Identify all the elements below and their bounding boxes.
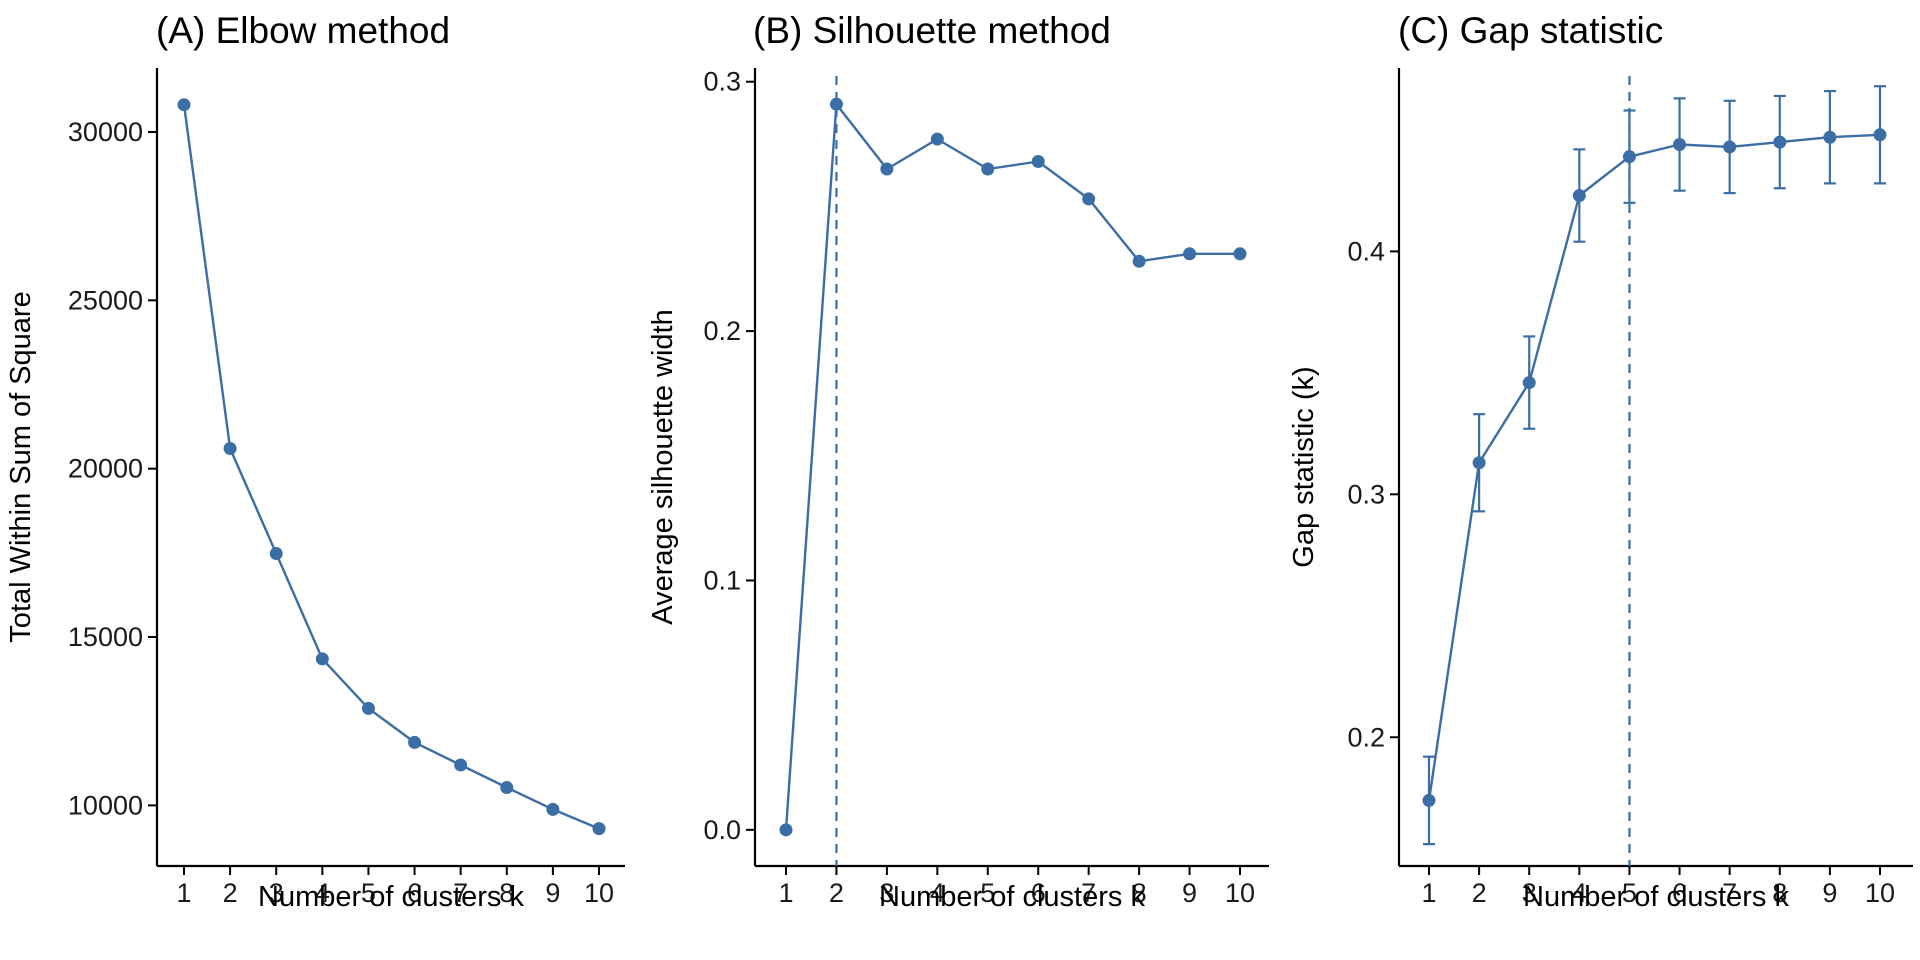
silhouette-data-point <box>1082 192 1096 206</box>
gap-x-tick-label: 9 <box>1822 878 1837 908</box>
gap-title: (C) Gap statistic <box>1398 10 1663 51</box>
gap-x-tick-label: 3 <box>1522 878 1537 908</box>
silhouette-data-point <box>981 162 995 176</box>
silhouette-x-tick-label: 3 <box>879 878 894 908</box>
gap-y-tick-label: 0.2 <box>1347 722 1385 752</box>
silhouette-x-tick-label: 9 <box>1182 878 1197 908</box>
elbow-data-point <box>315 652 329 666</box>
elbow-y-tick-label: 10000 <box>68 790 143 820</box>
silhouette-series-line <box>784 102 1240 830</box>
silhouette-x-tick-label: 6 <box>1031 878 1046 908</box>
elbow-x-tick-label: 7 <box>453 878 468 908</box>
elbow-data-point <box>408 735 422 749</box>
gap-data-point <box>1773 135 1787 149</box>
elbow-x-tick-label: 8 <box>499 878 514 908</box>
elbow-data-point <box>177 98 191 112</box>
elbow-series-line <box>182 104 600 830</box>
gap-data-point <box>1522 376 1536 390</box>
elbow-y-tick-label: 25000 <box>68 285 143 315</box>
silhouette-y-tick-label: 0.2 <box>703 316 741 346</box>
gap-x-tick-label: 1 <box>1421 878 1436 908</box>
gap-x-tick-label: 5 <box>1622 878 1637 908</box>
gap-data-point <box>1873 128 1887 142</box>
silhouette-data-point <box>779 823 793 837</box>
gap-data-point <box>1823 130 1837 144</box>
elbow-data-point <box>454 758 468 772</box>
gap-y-axis-title: Gap statistic (k) <box>1288 366 1320 567</box>
elbow-data-point <box>223 441 237 455</box>
elbow-x-tick-label: 5 <box>361 878 376 908</box>
gap-x-tick-label: 2 <box>1472 878 1487 908</box>
silhouette-y-tick-label: 0.0 <box>703 815 741 845</box>
gap-x-tick-label: 7 <box>1722 878 1737 908</box>
silhouette-data-point <box>1031 155 1045 169</box>
silhouette-x-tick-label: 5 <box>980 878 995 908</box>
silhouette-x-tick-label: 2 <box>829 878 844 908</box>
silhouette-data-point <box>930 132 944 146</box>
gap-x-tick-label: 6 <box>1672 878 1687 908</box>
silhouette-x-tick-label: 10 <box>1225 878 1255 908</box>
silhouette-x-tick-label: 8 <box>1132 878 1147 908</box>
gap-y-tick-label: 0.4 <box>1347 236 1385 266</box>
gap-data-point <box>1422 793 1436 807</box>
silhouette-data-point <box>829 97 843 111</box>
gap-x-tick-label: 10 <box>1865 878 1895 908</box>
gap-x-tick-label: 8 <box>1772 878 1787 908</box>
elbow-data-point <box>592 822 606 836</box>
silhouette-y-axis-title: Average silhouette width <box>647 309 679 624</box>
silhouette-data-point <box>1183 247 1197 261</box>
elbow-y-tick-label: 30000 <box>68 117 143 147</box>
silhouette-x-axis-title: Number of clusters k <box>879 881 1145 913</box>
silhouette-x-tick-label: 1 <box>778 878 793 908</box>
elbow-data-point <box>500 781 514 795</box>
elbow-panel: (A) Elbow method 10000 15000 20000 25000 300… <box>5 10 625 913</box>
elbow-y-tick-label: 20000 <box>68 454 143 484</box>
elbow-y-axis-title: Total Within Sum of Square <box>5 291 37 642</box>
elbow-x-tick-label: 6 <box>407 878 422 908</box>
silhouette-x-tick-label: 7 <box>1081 878 1096 908</box>
silhouette-y-tick-label: 0.3 <box>703 67 741 97</box>
silhouette-title: (B) Silhouette method <box>753 10 1111 51</box>
silhouette-data-point <box>880 162 894 176</box>
gap-y-tick-label: 0.3 <box>1347 479 1385 509</box>
gap-data-point <box>1572 189 1586 203</box>
elbow-y-tick-label: 15000 <box>68 622 143 652</box>
elbow-x-tick-label: 4 <box>315 878 330 908</box>
gap-data-point <box>1472 456 1486 470</box>
elbow-x-tick-label: 2 <box>223 878 238 908</box>
elbow-x-axis-title: Number of clusters k <box>258 881 524 913</box>
gap-panel: (C) Gap statistic 0.2 0.3 0.4 1 2 3 4 5 6 7 8 9 10 Nu… <box>1288 10 1913 913</box>
gap-data-point <box>1622 150 1636 164</box>
elbow-data-point <box>546 802 560 816</box>
gap-data-point <box>1673 138 1687 152</box>
gap-series-line <box>1427 133 1881 801</box>
silhouette-data-point <box>1132 254 1146 268</box>
gap-data-point <box>1723 140 1737 154</box>
elbow-x-tick-label: 1 <box>176 878 191 908</box>
silhouette-y-tick-label: 0.1 <box>703 565 741 595</box>
gap-x-axis-title: Number of clusters k <box>1523 881 1789 913</box>
silhouette-x-tick-label: 4 <box>930 878 945 908</box>
elbow-x-tick-label: 9 <box>545 878 560 908</box>
elbow-data-point <box>361 701 375 715</box>
elbow-x-tick-label: 3 <box>269 878 284 908</box>
elbow-x-tick-label: 10 <box>584 878 614 908</box>
silhouette-data-point <box>1233 247 1247 261</box>
elbow-title: (A) Elbow method <box>156 10 450 51</box>
silhouette-panel: (B) Silhouette method 0.0 0.1 0.2 0.3 1 2 3 4 5 6… <box>647 10 1269 913</box>
gap-x-tick-label: 4 <box>1572 878 1587 908</box>
elbow-data-point <box>269 547 283 561</box>
